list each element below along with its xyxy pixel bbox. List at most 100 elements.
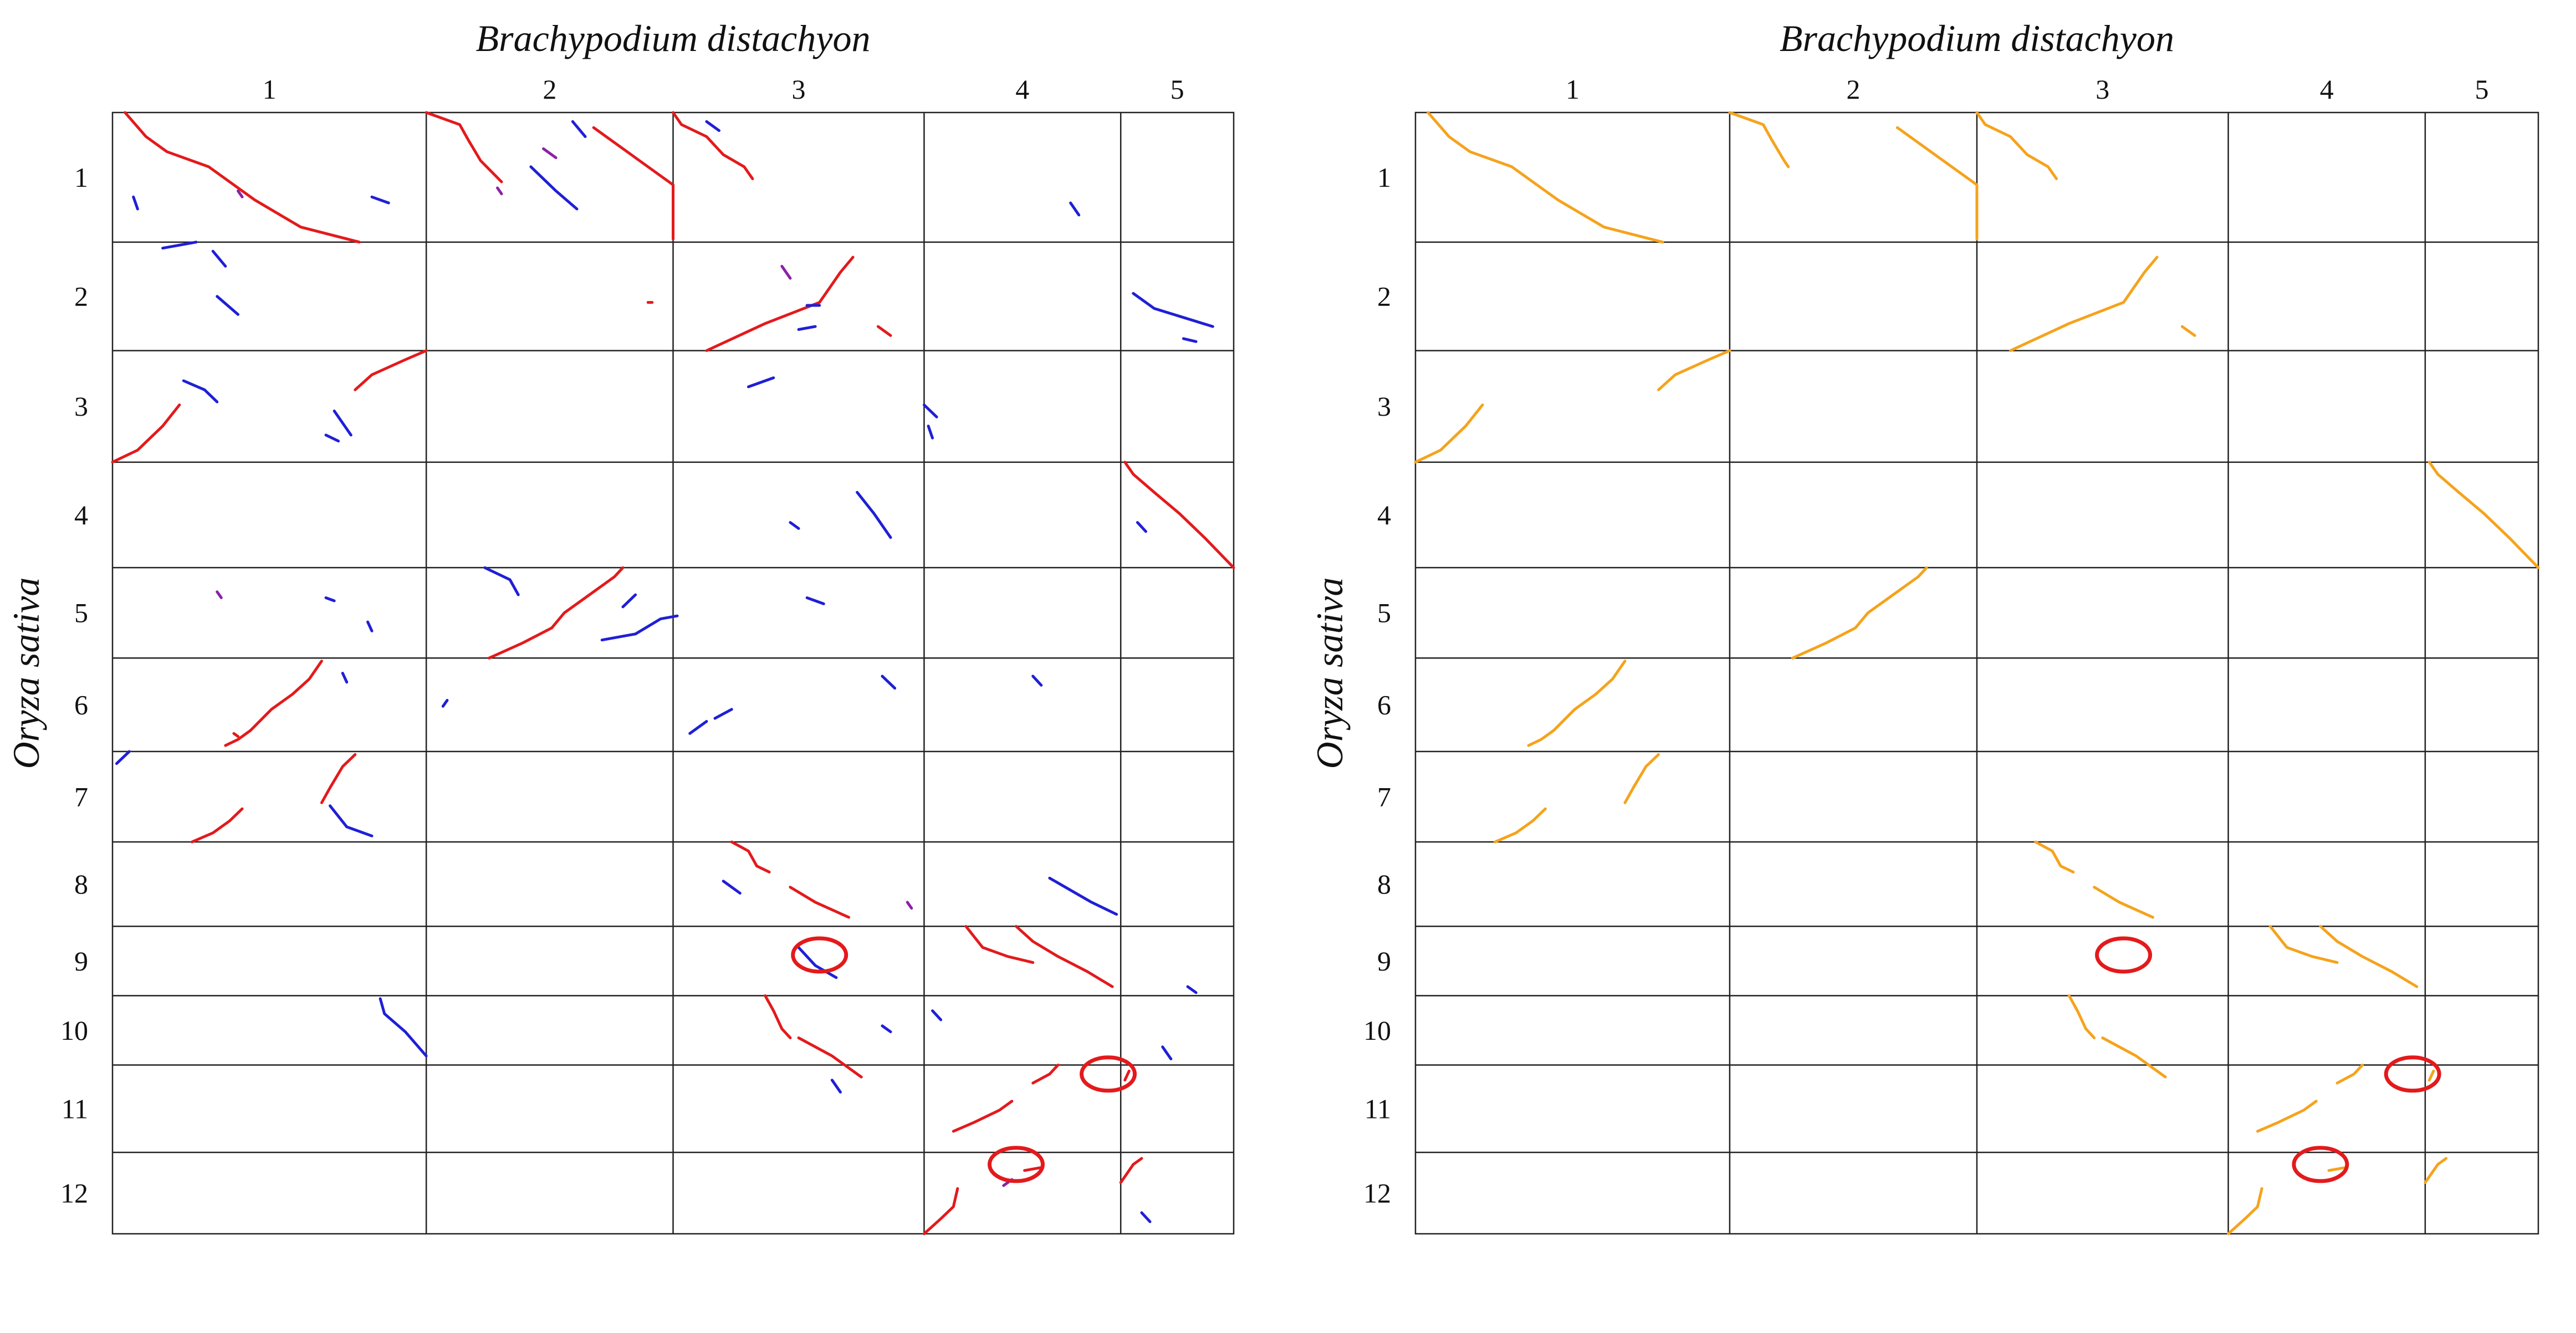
synteny-segment xyxy=(2424,1157,2448,1184)
y-tick-label: 11 xyxy=(1364,1093,1391,1124)
synteny-segment xyxy=(1728,111,1790,168)
synteny-segment xyxy=(672,111,754,181)
x-tick-label: 1 xyxy=(1566,74,1580,105)
synteny-segment xyxy=(1182,337,1198,343)
highlight-circle xyxy=(2292,1146,2349,1183)
synteny-segment xyxy=(789,886,850,919)
synteny-segment xyxy=(797,325,817,331)
synteny-segment xyxy=(1791,566,1928,660)
synteny-segment xyxy=(487,566,625,660)
synteny-segment xyxy=(132,195,139,211)
synteny-segment xyxy=(2101,1036,2167,1079)
y-tick-label: 12 xyxy=(60,1178,88,1209)
synteny-segment xyxy=(592,126,674,241)
highlight-circle xyxy=(2384,1055,2441,1093)
y-tick-label: 1 xyxy=(74,162,88,193)
synteny-segment xyxy=(922,404,938,418)
synteny-segment xyxy=(931,1009,943,1022)
synteny-segment xyxy=(881,675,897,690)
synteny-segment xyxy=(182,379,219,404)
synteny-segment xyxy=(964,925,1035,964)
synteny-segment xyxy=(2256,1100,2318,1133)
synteny-segment xyxy=(324,433,340,443)
y-tick-label: 11 xyxy=(62,1093,88,1124)
synteny-segment xyxy=(805,596,825,605)
x-tick-label: 3 xyxy=(791,74,805,105)
synteny-segment xyxy=(952,1100,1014,1133)
synteny-segment xyxy=(496,186,503,196)
y-axis-title: Oryza sativa xyxy=(1309,578,1351,769)
synteny-segment xyxy=(906,901,913,910)
synteny-segment xyxy=(789,521,800,530)
x-tick-label: 5 xyxy=(2475,74,2488,105)
synteny-segment xyxy=(2180,325,2196,337)
y-tick-label: 9 xyxy=(1377,946,1391,977)
synteny-segment xyxy=(329,804,374,837)
y-tick-label: 9 xyxy=(74,946,88,977)
synteny-segment xyxy=(2427,461,2540,569)
synteny-segment xyxy=(2268,925,2339,964)
synteny-segment xyxy=(483,566,520,596)
y-tick-label: 8 xyxy=(1377,869,1391,900)
y-tick-label: 6 xyxy=(74,690,88,721)
highlight-circle xyxy=(2095,936,2153,974)
synteny-segment xyxy=(1657,349,1731,391)
synteny-segment xyxy=(379,997,428,1058)
y-axis-title: Oryza sativa xyxy=(5,578,47,769)
x-axis-title: Brachypodium distachyon xyxy=(1780,17,2174,59)
synteny-segment xyxy=(320,753,357,804)
synteny-segment xyxy=(927,425,934,440)
synteny-segment xyxy=(688,720,708,735)
x-tick-label: 3 xyxy=(2095,74,2109,105)
synteny-segment xyxy=(764,994,792,1039)
x-tick-label: 4 xyxy=(1015,74,1029,105)
y-tick-label: 5 xyxy=(1377,597,1391,629)
synteny-segment xyxy=(324,596,336,602)
y-tick-label: 5 xyxy=(74,597,88,629)
synteny-segment xyxy=(1895,126,1979,241)
x-tick-label: 2 xyxy=(543,74,556,105)
synteny-segment xyxy=(2093,886,2154,919)
x-tick-label: 1 xyxy=(263,74,277,105)
y-tick-label: 12 xyxy=(1363,1178,1391,1209)
synteny-segment xyxy=(1069,201,1081,217)
synteny-segment xyxy=(224,660,323,747)
synteny-segment xyxy=(881,1024,892,1034)
synteny-segment xyxy=(1623,753,1660,804)
synteny-segment xyxy=(797,946,838,979)
synteny-segment xyxy=(705,256,855,353)
y-tick-label: 4 xyxy=(1377,499,1391,530)
synteny-segment xyxy=(856,491,892,539)
synteny-segment xyxy=(111,404,181,464)
synteny-segment xyxy=(1023,1166,1043,1172)
synteny-segment xyxy=(1140,1211,1152,1223)
x-axis-title: Brachypodium distachyon xyxy=(476,17,871,59)
synteny-segment xyxy=(1494,807,1547,844)
y-tick-label: 8 xyxy=(74,869,88,900)
synteny-segment xyxy=(2335,1064,2364,1085)
synteny-segment xyxy=(1527,660,1627,747)
synteny-segment xyxy=(425,111,503,183)
synteny-segment xyxy=(876,325,892,337)
synteny-segment xyxy=(1136,521,1147,533)
synteny-segment xyxy=(1186,985,1198,994)
synteny-segment xyxy=(370,195,390,205)
synteny-segment xyxy=(780,264,792,280)
synteny-segment xyxy=(2034,840,2075,874)
y-tick-label: 2 xyxy=(1377,281,1391,312)
x-tick-label: 5 xyxy=(1171,74,1184,105)
synteny-segment xyxy=(1119,1157,1143,1184)
synteny-segment xyxy=(2227,1187,2263,1235)
synteny-segment xyxy=(115,750,131,765)
synteny-segment xyxy=(600,614,679,642)
synteny-segment xyxy=(2067,994,2096,1039)
synteny-segment xyxy=(1031,675,1043,687)
synteny-segment xyxy=(1161,1045,1173,1061)
synteny-segment xyxy=(354,349,428,391)
synteny-segment xyxy=(922,1187,959,1235)
synteny-segment xyxy=(1031,1064,1060,1085)
synteny-segment xyxy=(747,376,775,389)
